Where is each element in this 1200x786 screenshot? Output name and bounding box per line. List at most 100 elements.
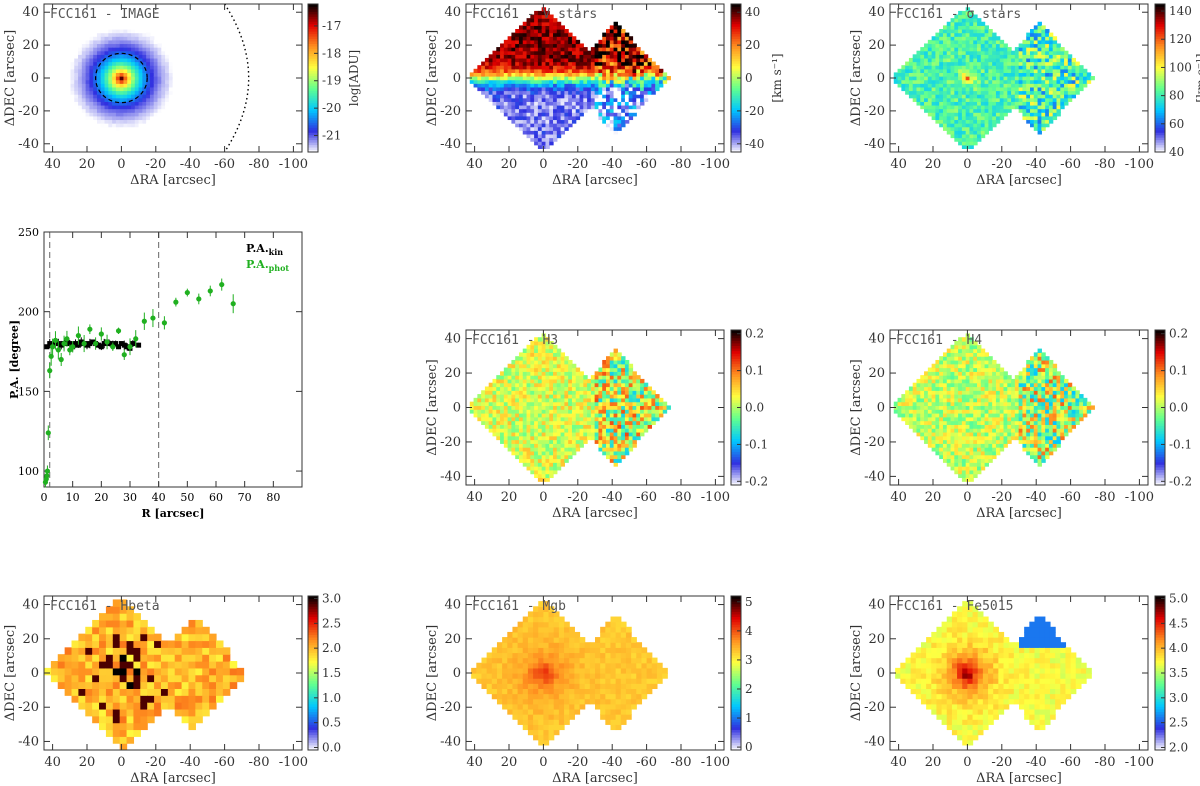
sigma-pixel (1026, 119, 1031, 124)
pa-phot-point (161, 320, 167, 326)
h3-pixel (526, 386, 531, 391)
h3-pixel (522, 424, 528, 429)
vstars-pixel (530, 94, 535, 99)
h3-pixel (545, 439, 550, 444)
h3-pixel (515, 401, 520, 407)
vstars-pixel (537, 10, 543, 16)
sigma-pixel (1033, 79, 1039, 84)
image-pixel (119, 115, 125, 121)
vstars-pixel (621, 115, 626, 121)
vstars-pixel (617, 108, 622, 113)
vstars-pixel (640, 101, 645, 106)
image-pixel (127, 14, 132, 19)
sigma-pixel (1060, 94, 1065, 99)
h3-pixel (545, 344, 550, 350)
image-pixel (236, 72, 242, 77)
vstars-pixel (643, 90, 649, 95)
sigma-colorbar-seg (1155, 117, 1165, 121)
h3-pixel (613, 443, 618, 448)
vstars-pixel (530, 14, 535, 19)
vstars-pixel (564, 86, 569, 92)
vstars-pixel (632, 79, 637, 84)
image-pixel (74, 94, 79, 99)
image-pixel (206, 97, 212, 102)
image-ytick-label: 0 (31, 71, 39, 86)
h3-pixel (606, 420, 611, 425)
h3-pixel (568, 431, 573, 437)
image-pixel (96, 25, 102, 30)
vstars-pixel (507, 101, 513, 106)
sigma-pixel (988, 119, 993, 124)
h3-pixel (534, 386, 539, 391)
sigma-pixel (999, 50, 1005, 55)
sigma-pixel (969, 28, 974, 34)
h3-pixel (537, 341, 543, 346)
sigma-pixel (942, 57, 948, 63)
image-xtick-label: 20 (79, 157, 96, 172)
sigma-pixel (977, 83, 982, 88)
vstars-colorbar-seg (731, 107, 741, 111)
h3-pixel (583, 424, 588, 429)
vstars-pixel (503, 104, 509, 110)
image-pixel (104, 72, 109, 77)
vstars-pixel (628, 68, 634, 74)
sigma-pixel (905, 83, 910, 88)
sigma-pixel (965, 108, 971, 113)
sigma-colorbar-seg (1155, 90, 1165, 94)
sigma-pixel (1056, 104, 1061, 110)
vstars-pixel (594, 72, 600, 77)
vstars-pixel (545, 141, 550, 146)
sigma-ytick-label: 20 (868, 38, 885, 53)
image-pixel (66, 76, 72, 81)
vstars-pixel (503, 90, 509, 95)
h3-pixel (590, 405, 596, 410)
image-xlabel: ΔRA [arcsec] (130, 173, 216, 188)
h3-pixel (568, 416, 573, 422)
h3-pixel (632, 397, 637, 403)
h3-pixel (556, 352, 562, 357)
vstars-pixel (534, 43, 539, 48)
image-pixel (184, 61, 189, 66)
h3-pixel (564, 447, 569, 452)
vstars-pixel (553, 68, 558, 74)
image-pixel (206, 83, 212, 88)
image-pixel (187, 25, 193, 30)
h3-pixel (515, 420, 520, 425)
sigma-pixel (992, 101, 997, 106)
h3-pixel (534, 352, 539, 357)
h3-pixel (598, 397, 603, 403)
image-colorbar-seg (308, 50, 318, 54)
sigma-pixel (958, 126, 963, 131)
vstars-pixel (643, 57, 649, 63)
h3-pixel (537, 428, 543, 433)
h3-pixel (587, 378, 592, 384)
h3-pixel (628, 375, 634, 380)
vstars-pixel (632, 47, 637, 52)
vstars-pixel (541, 65, 547, 70)
image-cb-tick-label: -19 (322, 74, 341, 88)
vstars-pixel (549, 76, 554, 81)
sigma-pixel (927, 108, 933, 113)
vstars-pixel (624, 50, 630, 55)
vstars-pixel (522, 97, 528, 102)
image-pixel (218, 86, 223, 92)
h3-pixel (594, 435, 600, 441)
vstars-pixel (484, 65, 490, 70)
h3-pixel (564, 405, 569, 410)
vstars-ytick-label: -20 (440, 104, 461, 119)
image-pixel (131, 108, 136, 113)
image-pixel (202, 72, 208, 77)
image-pixel (112, 108, 117, 113)
image-pixel (115, 72, 121, 77)
vstars-pixel (553, 76, 558, 81)
vstars-pixel (530, 36, 535, 41)
h3-pixel (549, 469, 554, 475)
h3-pixel (602, 367, 607, 372)
image-pixel (112, 123, 117, 128)
vstars-pixel (609, 119, 615, 124)
image-pixel (199, 50, 204, 55)
h3-pixel (541, 401, 547, 407)
vstars-pixel (579, 54, 584, 59)
image-pixel (93, 39, 98, 45)
vstars-pixel (515, 43, 520, 48)
